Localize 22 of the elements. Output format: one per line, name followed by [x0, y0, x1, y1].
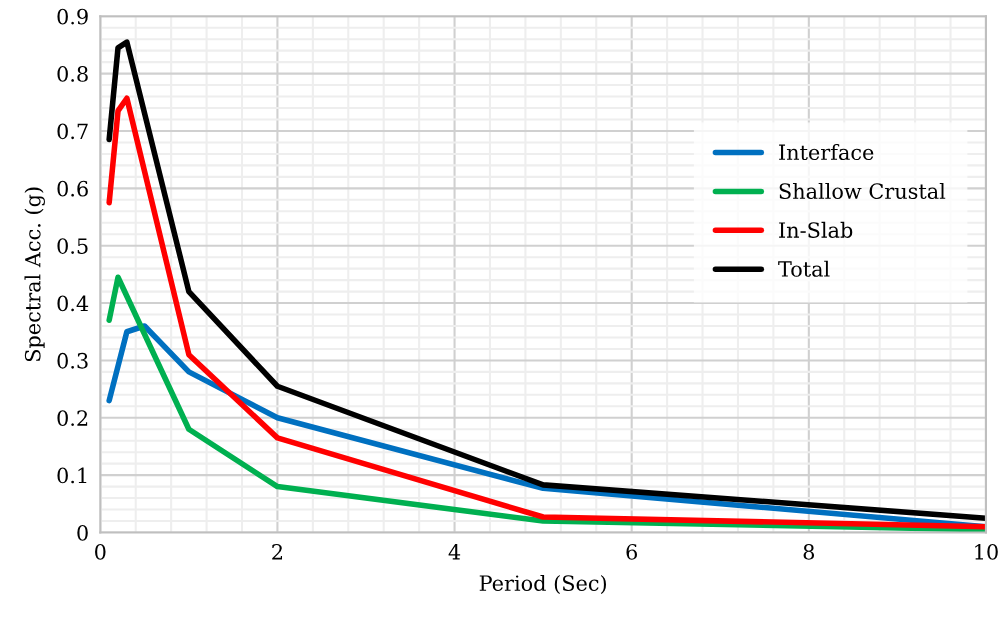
- y-tick-label: 0.4: [57, 295, 89, 312]
- y-tick-label: 0.5: [57, 238, 88, 254]
- y-tick-label: 0.7: [57, 123, 88, 140]
- legend-label: Shallow Crustal: [779, 182, 946, 200]
- y-tick-label: 0.1: [57, 467, 87, 484]
- legend-label: Total: [778, 260, 830, 277]
- y-axis-title: Spectral Acc. (g): [24, 187, 45, 362]
- legend-label: Interface: [779, 143, 874, 161]
- x-tick-label: 6: [626, 543, 638, 560]
- y-tick-label: 0: [77, 524, 88, 541]
- y-tick-label: 0.8: [57, 66, 88, 82]
- y-tick-label: 0.2: [57, 410, 88, 426]
- y-tick-label: 0.9: [57, 8, 88, 25]
- legend-label: In-Slab: [779, 221, 853, 238]
- x-tick-label: 8: [803, 543, 815, 560]
- x-tick-label: 0: [95, 543, 106, 560]
- x-axis-title: Period (Sec): [479, 574, 607, 594]
- x-tick-label: 2: [272, 543, 283, 560]
- x-tick-label: 4: [448, 543, 461, 560]
- y-tick-label: 0.3: [57, 352, 88, 369]
- x-tick-label: 10: [975, 543, 998, 560]
- y-tick-label: 0.6: [57, 180, 88, 197]
